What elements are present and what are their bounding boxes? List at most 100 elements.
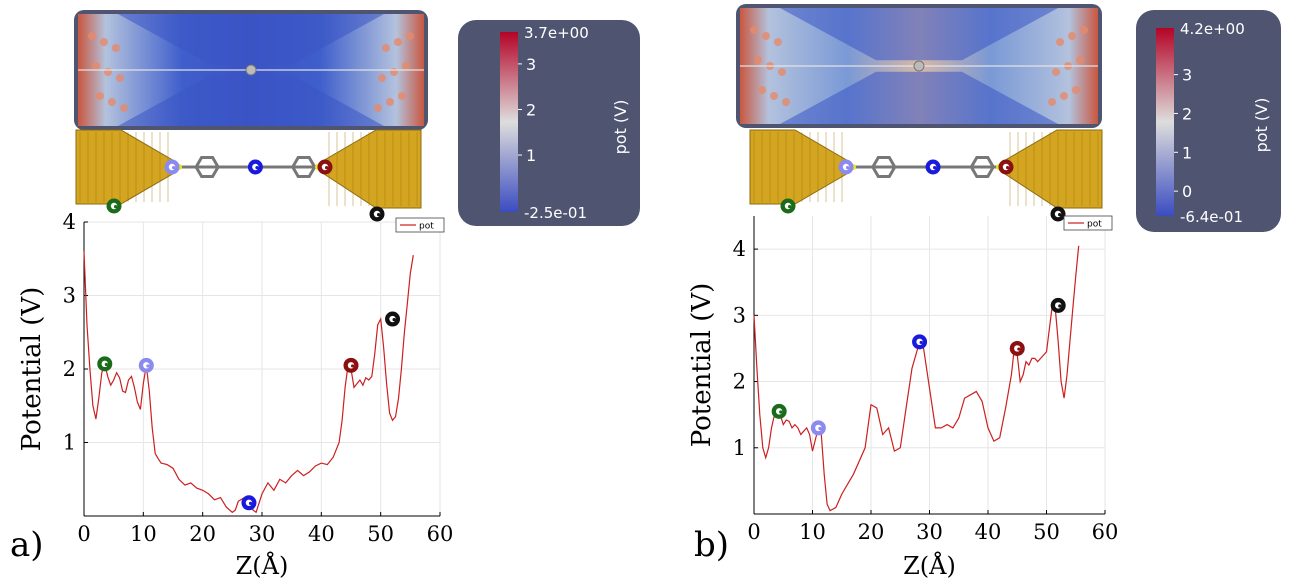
curve-marker-blue-dot <box>248 501 253 505</box>
colorbar-tick-label: 2 <box>1182 104 1192 123</box>
map-atom <box>782 98 790 106</box>
y-tick-label: 2 <box>733 370 746 394</box>
x-tick-label: 30 <box>249 522 276 546</box>
map-atom <box>374 104 382 112</box>
curve-marker-dark-red-dot <box>1017 347 1021 351</box>
x-tick-label: 0 <box>747 520 760 544</box>
electrode-left <box>749 129 851 205</box>
map-atom <box>750 26 758 34</box>
legend-box <box>395 217 445 233</box>
curve-marker-light-blue-dot <box>146 364 150 368</box>
x-axis-label: Z(Å) <box>903 551 956 580</box>
legend-box <box>1063 215 1113 231</box>
map-atom <box>112 44 120 52</box>
map-lobe-bottom <box>118 75 384 126</box>
panel-a-figure: 3.7e+00 -2.5e-01 3 2 1 pot (V) 0 10 20 30 40 50 60 1 2… <box>10 10 640 580</box>
curve-marker-green-dot <box>779 410 783 414</box>
colorbar-min-label: -6.4e-01 <box>1180 208 1243 226</box>
y-tick-label: 4 <box>733 237 746 261</box>
colorbar-tick-label: 3 <box>1182 66 1192 85</box>
electrode-left <box>75 129 177 205</box>
x-axis-label: Z(Å) <box>236 551 289 580</box>
map-atom <box>758 86 766 94</box>
x-tick-label: 60 <box>1092 520 1119 544</box>
map-atom <box>778 68 786 76</box>
x-tick-label: 40 <box>975 520 1002 544</box>
map-atom <box>402 62 410 70</box>
curve-marker-black-dot <box>392 318 396 322</box>
curve-marker-light-blue-dot <box>818 426 822 431</box>
site-marker-green-dot <box>788 205 792 209</box>
panel-label: a) <box>10 525 44 565</box>
map-atom <box>1072 86 1080 94</box>
x-tick-label: 30 <box>916 520 943 544</box>
colorbar-tick-label: 1 <box>526 146 536 165</box>
map-atom <box>406 32 414 40</box>
colorbar-tick-label: 1 <box>1182 143 1192 162</box>
site-marker-dark-red-dot <box>1006 166 1010 170</box>
x-tick-label: 20 <box>858 520 885 544</box>
site-marker-blue-dot <box>933 166 937 170</box>
map-atom <box>762 32 770 40</box>
colorbar <box>500 32 518 212</box>
site-marker-blue-dot <box>255 166 259 170</box>
site-marker-dark-red-dot <box>325 166 329 170</box>
legend-label: pot <box>1087 220 1102 230</box>
colorbar-max-label: 3.7e+00 <box>524 24 589 42</box>
map-atom <box>1056 38 1064 46</box>
map-atom <box>398 92 406 100</box>
map-atom <box>770 92 778 100</box>
y-tick-label: 1 <box>733 436 746 460</box>
y-tick-label: 3 <box>733 303 746 327</box>
map-probe <box>245 64 257 76</box>
map-atom <box>386 98 394 106</box>
map-atom <box>104 68 112 76</box>
site-marker-light-blue-dot <box>846 166 850 170</box>
map-atom <box>382 44 390 52</box>
colorbar-tick-label: 2 <box>526 100 536 119</box>
colorbar-title: pot (V) <box>1252 98 1271 153</box>
site-marker-light-blue-dot <box>172 166 176 170</box>
series-line-pot <box>83 251 414 514</box>
map-atom <box>1068 32 1076 40</box>
map-atom <box>1076 56 1084 64</box>
map-atom <box>754 56 762 64</box>
curve-marker-green-dot <box>104 362 108 367</box>
curve-marker-black-dot <box>1058 304 1062 308</box>
x-tick-label: 20 <box>189 522 216 546</box>
colorbar <box>1156 28 1174 216</box>
colorbar-max-label: 4.2e+00 <box>1180 20 1245 38</box>
map-atom <box>1052 68 1060 76</box>
map-lobe-top <box>780 8 1058 61</box>
map-atom <box>390 68 398 76</box>
y-tick-label: 4 <box>63 210 76 234</box>
y-tick-label: 1 <box>63 431 76 455</box>
benzene-ring <box>871 156 897 178</box>
site-marker-green-dot <box>114 205 118 209</box>
colorbar-min-label: -2.5e-01 <box>524 204 587 222</box>
y-axis-label: Potential (V) <box>17 287 47 452</box>
legend-label: pot <box>419 222 434 232</box>
map-atom <box>1048 98 1056 106</box>
map-lobe-bottom <box>780 71 1058 124</box>
map-atom <box>108 98 116 106</box>
y-tick-label: 3 <box>63 284 76 308</box>
benzene-ring <box>290 156 317 178</box>
map-atom <box>1060 92 1068 100</box>
map-lobe-top <box>118 14 384 65</box>
map-atom <box>774 38 782 46</box>
colorbar-title: pot (V) <box>611 100 630 155</box>
x-tick-label: 50 <box>367 522 394 546</box>
x-tick-label: 60 <box>427 522 454 546</box>
benzene-ring <box>969 156 996 178</box>
site-marker-black-dot <box>1058 213 1062 217</box>
x-tick-label: 0 <box>77 522 90 546</box>
electrode-right <box>1001 129 1103 209</box>
map-atom <box>116 74 124 82</box>
panel-b: 4.2e+00 -6.4e-01 3 2 1 0 pot (V) 0 10 20 30 40 50 60 1… <box>646 0 1293 580</box>
series-line-pot <box>753 245 1080 512</box>
panel-a: 3.7e+00 -2.5e-01 3 2 1 pot (V) 0 10 20 30 40 50 60 1 2… <box>0 0 646 580</box>
map-atom <box>1080 26 1088 34</box>
site-marker-black-dot <box>377 213 381 217</box>
